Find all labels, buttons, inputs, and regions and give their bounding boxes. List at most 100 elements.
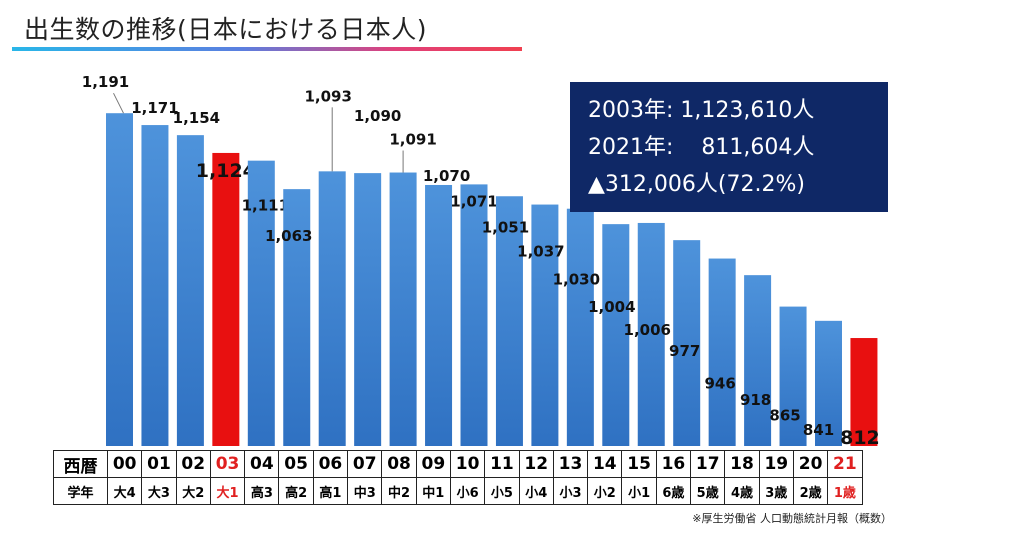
- bar-02: [176, 135, 204, 447]
- data-label-07: 1,090: [354, 107, 401, 125]
- year-cell: 15: [621, 450, 657, 478]
- year-cell: 02: [175, 450, 211, 478]
- year-cell: 19: [758, 450, 794, 478]
- grade-cell: 高2: [278, 477, 314, 505]
- data-label-03: 1,124: [196, 160, 256, 182]
- summary-box: 2003年: 1,123,610人 2021年: 811,604人 ▲312,0…: [570, 82, 888, 212]
- data-label-18: 918: [740, 391, 771, 409]
- grade-cell: 5歳: [690, 477, 726, 505]
- axis-table: 西暦 00 01 02 03 04 05 06 07 08 09 10 11 12 13 14 15 16 17 1…: [53, 450, 863, 505]
- data-label-00: 1,191: [82, 73, 129, 91]
- grade-cell: 小6: [449, 477, 486, 505]
- data-label-09: 1,070: [423, 167, 470, 185]
- data-label-19: 865: [769, 407, 800, 425]
- summary-2003: 2003年: 1,123,610人: [588, 98, 815, 123]
- bar-07: [354, 173, 382, 446]
- year-cell: 20: [792, 450, 829, 478]
- bar-09: [425, 184, 453, 447]
- bar-18: [744, 275, 772, 446]
- year-cell: 04: [244, 450, 280, 478]
- grade-row: 学年 大4 大3 大2 大1 高3 高2 高1 中3 中2 中1 小6 小5 小4 小3 小2 小1 6歳 5歳 4…: [53, 477, 863, 505]
- grade-cell: 小5: [484, 477, 520, 505]
- bar-19: [779, 306, 807, 446]
- grade-cell: 6歳: [655, 477, 692, 505]
- year-cell: 12: [518, 450, 554, 478]
- grade-cell: 中3: [347, 477, 383, 505]
- summary-2021: 2021年: 811,604人: [588, 135, 815, 160]
- grade-cell: 大2: [175, 477, 211, 505]
- title-underline: [12, 47, 522, 51]
- bar-17: [708, 258, 736, 446]
- data-label-12: 1,037: [517, 243, 564, 261]
- grade-cell: 中2: [381, 477, 417, 505]
- data-label-02: 1,154: [173, 109, 220, 127]
- year-cell: 13: [552, 450, 589, 478]
- bar-08: [389, 172, 417, 446]
- year-row: 西暦 00 01 02 03 04 05 06 07 08 09 10 11 12 13 14 15 16 17 1…: [53, 450, 863, 478]
- data-label-10: 1,071: [450, 192, 497, 210]
- year-cell: 17: [690, 450, 726, 478]
- year-cell: 21: [827, 450, 863, 478]
- bar-13: [566, 208, 594, 446]
- bar-12: [531, 204, 559, 446]
- data-label-06: 1,093: [304, 87, 351, 105]
- bar-16: [673, 240, 701, 446]
- data-label-16: 977: [669, 342, 700, 360]
- year-cell: 16: [655, 450, 692, 478]
- grade-cell: 4歳: [724, 477, 760, 505]
- year-cell: 00: [106, 450, 143, 478]
- grade-cell: 高3: [244, 477, 280, 505]
- grade-cell: 大3: [141, 477, 177, 505]
- data-label-15: 1,006: [624, 321, 671, 339]
- year-cell: 10: [449, 450, 486, 478]
- grade-cell: 小1: [621, 477, 657, 505]
- data-label-05: 1,063: [265, 227, 312, 245]
- data-label-20: 841: [803, 421, 834, 439]
- grade-cell: 小4: [518, 477, 554, 505]
- data-label-21: 812: [840, 427, 880, 449]
- grade-cell: 高1: [312, 477, 349, 505]
- data-label-17: 946: [704, 375, 735, 393]
- grade-cell: 2歳: [792, 477, 829, 505]
- grade-cell: 1歳: [827, 477, 863, 505]
- year-cell: 09: [415, 450, 451, 478]
- bar-21: [850, 338, 878, 446]
- year-cell: 03: [209, 450, 246, 478]
- grade-cell: 3歳: [758, 477, 794, 505]
- grade-cell: 大1: [209, 477, 246, 505]
- year-cell: 08: [381, 450, 417, 478]
- grade-row-header: 学年: [53, 477, 108, 505]
- bar-04: [247, 160, 275, 446]
- grade-cell: 小3: [552, 477, 589, 505]
- bar-11: [495, 196, 523, 446]
- chart-title: 出生数の推移(日本における日本人): [24, 15, 428, 44]
- bar-06: [318, 171, 346, 446]
- summary-decrease: ▲312,006人(72.2%): [588, 172, 805, 197]
- year-cell: 05: [278, 450, 314, 478]
- bar-15: [637, 222, 665, 446]
- data-label-13: 1,030: [553, 271, 600, 289]
- year-cell: 11: [484, 450, 520, 478]
- source-note: ※厚生労働省 人口動態統計月報（概数）: [692, 512, 892, 525]
- bar-10: [460, 184, 488, 446]
- year-cell: 06: [312, 450, 349, 478]
- grade-cell: 大4: [106, 477, 143, 505]
- year-cell: 01: [141, 450, 177, 478]
- data-label-01: 1,171: [131, 99, 178, 117]
- data-label-04: 1,111: [242, 197, 289, 215]
- bar-20: [815, 320, 842, 446]
- bar-00: [106, 113, 133, 446]
- data-label-11: 1,051: [482, 218, 529, 236]
- grade-cell: 小2: [587, 477, 623, 505]
- year-cell: 14: [587, 450, 623, 478]
- year-cell: 07: [347, 450, 383, 478]
- label-leader-line: [113, 92, 124, 114]
- bar-05: [283, 189, 311, 446]
- data-label-08: 1,091: [389, 131, 436, 149]
- bar-03: [212, 152, 240, 446]
- bar-14: [602, 224, 630, 446]
- bar-01: [141, 125, 169, 446]
- year-row-header: 西暦: [53, 450, 108, 478]
- data-label-14: 1,004: [588, 298, 635, 316]
